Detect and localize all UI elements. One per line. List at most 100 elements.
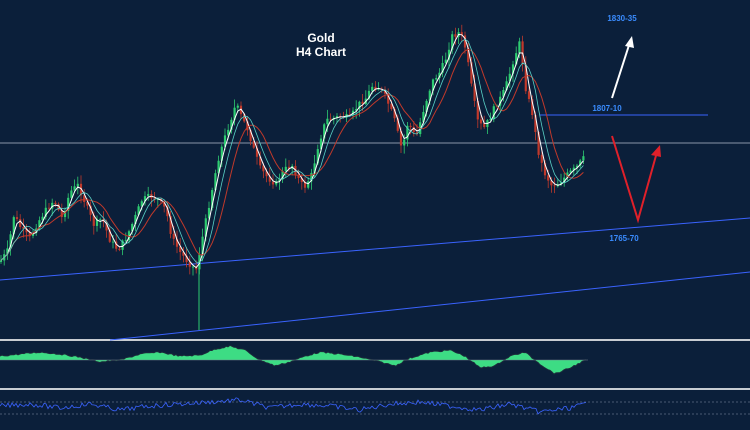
candle-body-45 [143, 196, 147, 202]
candle-body-29 [92, 214, 95, 226]
candle-body-164 [524, 64, 527, 92]
candle-body-118 [377, 88, 380, 90]
level-label-target-high: 1830-35 [607, 14, 637, 23]
candle-body-98 [313, 163, 316, 173]
candle-body-177 [566, 172, 569, 178]
candle-body-85 [271, 181, 275, 185]
candle-body-53 [169, 216, 172, 234]
candle-body-148 [473, 83, 476, 101]
candle-body-178 [569, 170, 572, 173]
candle-body-169 [540, 154, 543, 163]
candle-body-21 [67, 197, 70, 211]
moving-average-mid [0, 38, 584, 263]
candle-body-112 [358, 101, 361, 109]
candle-body-136 [435, 78, 438, 80]
candle-body-51 [163, 201, 166, 207]
candle-body-41 [131, 223, 134, 232]
candle-body-115 [367, 90, 371, 99]
candle-body-34 [108, 230, 111, 242]
oscillator-line [0, 344, 587, 375]
candle-body-55 [175, 238, 179, 247]
candle-body-165 [527, 91, 531, 100]
candle-body-133 [425, 100, 428, 112]
candle-body-95 [303, 182, 307, 188]
candle-body-157 [502, 89, 505, 97]
level-label-support: 1765-70 [609, 234, 639, 243]
candle-body-5 [15, 217, 19, 220]
candle-body-66 [211, 190, 214, 208]
candle-body-137 [438, 72, 441, 79]
candle-body-141 [451, 34, 454, 50]
candle-body-2 [6, 248, 9, 255]
candle-body-144 [460, 32, 463, 36]
candle-body-3 [9, 234, 12, 249]
candle-body-87 [278, 179, 281, 182]
candle-body-109 [348, 114, 351, 115]
candle-body-123 [393, 109, 396, 119]
oscillator-histogram [0, 345, 586, 375]
candle-body-140 [447, 49, 451, 60]
bull-arrow [611, 41, 631, 99]
candle-body-35 [111, 241, 115, 243]
candle-body-135 [431, 79, 435, 91]
candle-body-89 [284, 166, 287, 172]
candle-body-139 [444, 59, 447, 64]
candle-body-116 [371, 86, 374, 91]
candle-body-111 [355, 108, 358, 111]
candle-body-93 [297, 175, 300, 179]
candle-body-142 [454, 34, 457, 37]
candle-body-27 [86, 201, 89, 206]
candle-body-117 [374, 86, 377, 90]
candle-body-42 [134, 214, 137, 224]
candle-body-130 [415, 132, 419, 135]
candle-body-129 [412, 126, 415, 133]
candle-body-99 [316, 149, 319, 164]
candle-body-170 [543, 162, 547, 176]
candle-body-90 [287, 166, 291, 169]
candle-body-23 [73, 186, 76, 191]
candle-body-76 [243, 114, 246, 122]
candle-body-28 [89, 205, 92, 215]
candle-body-175 [559, 182, 563, 185]
candle-body-33 [105, 221, 108, 231]
trendline-lower [109, 271, 750, 341]
candle-body-82 [262, 165, 265, 172]
candle-body-100 [319, 138, 323, 150]
candle-body-171 [547, 175, 550, 181]
candle-body-126 [403, 139, 406, 146]
candle-body-172 [550, 180, 553, 186]
candle-body-17 [54, 202, 57, 205]
candle-body-64 [204, 218, 207, 237]
candle-body-96 [307, 181, 310, 188]
candle-body-179 [572, 167, 575, 171]
candle-body-4 [12, 217, 15, 235]
candle-body-26 [83, 195, 86, 202]
candle-body-9 [28, 232, 31, 236]
candle-body-10 [31, 233, 35, 236]
candle-body-161 [515, 53, 518, 65]
candle-body-31 [99, 219, 102, 221]
candle-body-101 [323, 124, 326, 139]
candle-body-22 [70, 190, 73, 198]
candle-body-88 [281, 171, 284, 180]
candle-body-79 [252, 141, 255, 148]
rsi-line [0, 397, 587, 415]
candle-body-168 [537, 132, 540, 155]
candle-body-40 [127, 231, 131, 241]
candle-body-122 [390, 103, 393, 110]
candle-body-73 [233, 107, 236, 120]
candle-body-20 [63, 210, 67, 218]
candle-body-60 [191, 266, 195, 268]
candle-body-162 [518, 41, 521, 54]
candle-body-13 [41, 216, 44, 221]
candle-body-12 [38, 220, 41, 229]
candle-body-132 [422, 111, 425, 123]
candle-body-59 [188, 261, 191, 267]
candle-body-16 [51, 202, 54, 209]
candle-body-37 [118, 248, 121, 250]
trendline-upper [0, 217, 750, 281]
candle-body-128 [409, 125, 412, 127]
candle-body-149 [476, 100, 479, 120]
